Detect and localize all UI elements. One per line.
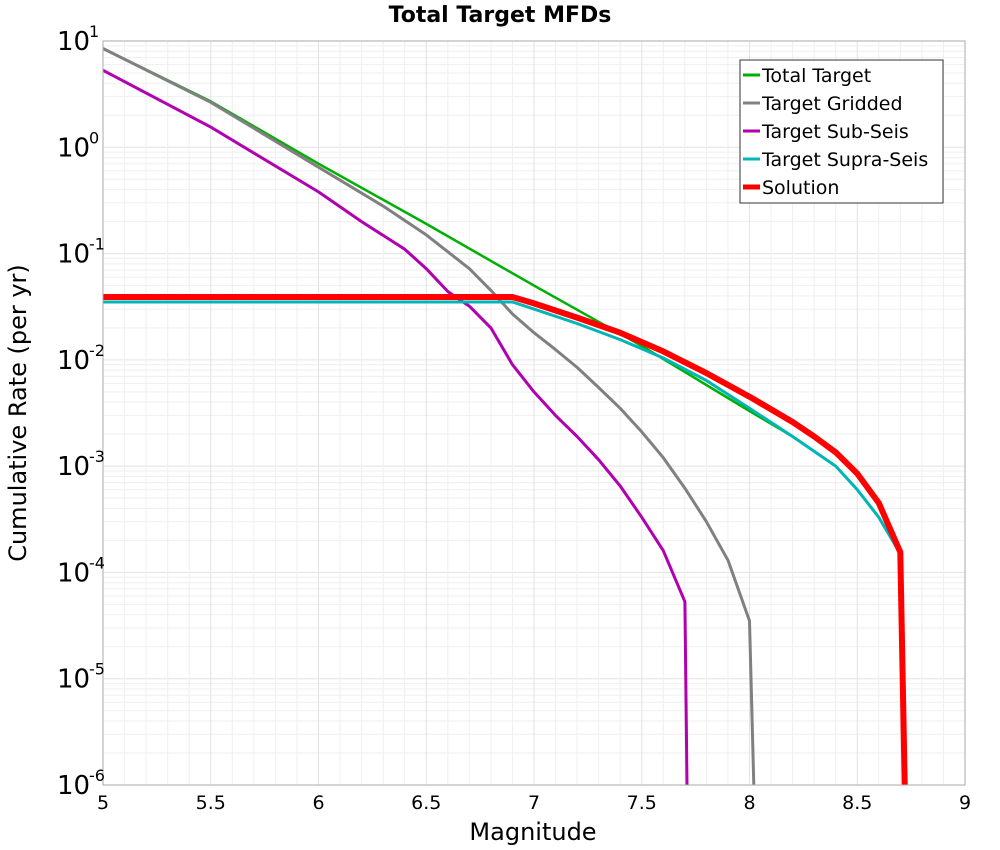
- y-tick-exponent: -6: [89, 766, 105, 785]
- y-tick-label: 10-4: [57, 553, 105, 588]
- legend-label: Target Supra-Seis: [761, 149, 928, 171]
- series-line-target-gridded: [102, 47, 756, 786]
- series-line-solution: [103, 294, 908, 786]
- y-tick-base: 10: [57, 771, 90, 801]
- y-tick-exponent: -1: [89, 235, 105, 254]
- y-tick-base: 10: [57, 558, 90, 588]
- x-tick-label: 7: [528, 792, 540, 814]
- y-tick-exponent: 0: [89, 128, 99, 147]
- y-axis-title: Cumulative Rate (per yr): [4, 264, 32, 562]
- series-layer: [102, 47, 908, 786]
- series-line-total-target: [102, 47, 794, 438]
- y-tick-exponent: 1: [89, 22, 99, 41]
- x-axis-ticks: 5 5.5 6 6.5 7 7.5 8 8.5 9: [97, 792, 971, 814]
- y-tick-base: 10: [57, 27, 90, 57]
- x-tick-label: 7.5: [627, 792, 657, 814]
- x-tick-label: 6.5: [411, 792, 441, 814]
- legend: Total Target Target Gridded Target Sub-Sei…: [739, 59, 944, 204]
- x-tick-label: 8.5: [842, 792, 872, 814]
- y-tick-exponent: -3: [89, 447, 105, 466]
- legend-label: Target Gridded: [761, 93, 903, 115]
- x-tick-label: 5: [97, 792, 109, 814]
- x-axis-title: Magnitude: [469, 818, 596, 846]
- y-tick-base: 10: [57, 452, 90, 482]
- legend-label: Solution: [762, 177, 839, 199]
- chart-title: Total Target MFDs: [389, 3, 612, 28]
- y-tick-base: 10: [57, 133, 90, 163]
- series-line-target-sub-seis: [102, 68, 689, 786]
- x-tick-label: 6: [312, 792, 324, 814]
- x-tick-label: 9: [959, 792, 971, 814]
- y-tick-label: 10-5: [57, 660, 105, 695]
- y-tick-label: 10-3: [57, 447, 105, 482]
- y-tick-base: 10: [57, 346, 90, 376]
- y-tick-label: 101: [57, 22, 99, 57]
- legend-entry: Target Sub-Seis: [743, 121, 909, 143]
- legend-box: [739, 59, 944, 204]
- y-tick-base: 10: [57, 665, 90, 695]
- y-tick-label: 10-1: [57, 235, 105, 270]
- y-tick-label: 100: [57, 128, 99, 163]
- series-line-target-supra-seis: [103, 300, 902, 555]
- legend-label: Total Target: [761, 65, 871, 87]
- legend-entry: Target Supra-Seis: [743, 149, 928, 171]
- y-tick-exponent: -4: [89, 553, 105, 572]
- legend-entry: Solution: [743, 177, 839, 199]
- x-tick-label: 8: [743, 792, 755, 814]
- y-tick-label: 10-2: [57, 341, 105, 376]
- y-tick-exponent: -5: [89, 660, 105, 679]
- y-tick-label: 10-6: [57, 766, 105, 801]
- legend-label: Target Sub-Seis: [761, 121, 909, 143]
- plot-frame: [102, 40, 966, 786]
- legend-entry: Target Gridded: [743, 93, 903, 115]
- x-tick-label: 5.5: [196, 792, 226, 814]
- y-tick-exponent: -2: [89, 341, 105, 360]
- y-tick-base: 10: [57, 240, 90, 270]
- legend-entry: Total Target: [743, 65, 871, 87]
